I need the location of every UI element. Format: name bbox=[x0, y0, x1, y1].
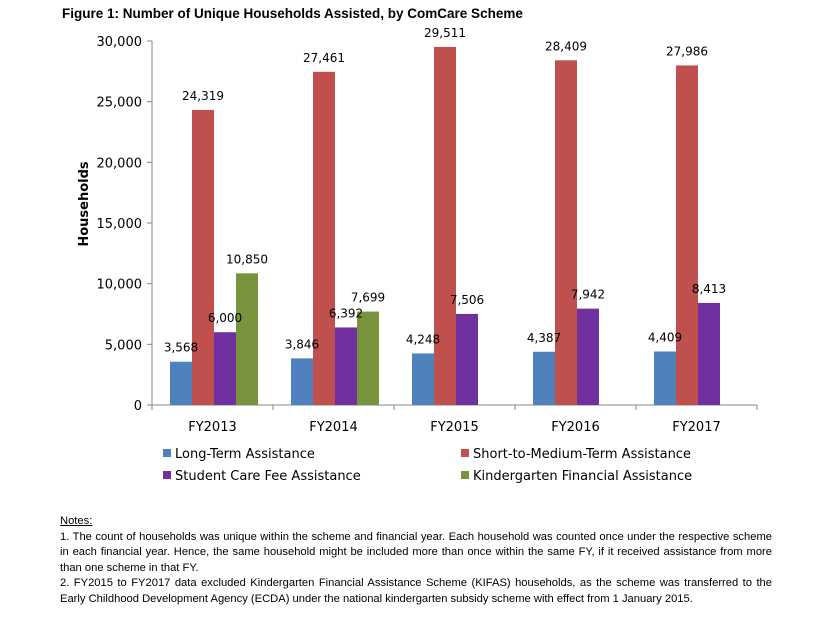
bar bbox=[357, 311, 379, 405]
bar bbox=[192, 109, 214, 405]
data-label: 3,846 bbox=[285, 337, 319, 351]
legend-swatch bbox=[163, 449, 171, 457]
legend-label: Kindergarten Financial Assistance bbox=[473, 469, 692, 484]
bar bbox=[577, 308, 599, 405]
bar bbox=[170, 361, 192, 405]
data-label: 28,409 bbox=[545, 39, 587, 53]
data-labels: 3,568 3,846 4,248 4,387 4,409 24,319 27,461 29,… bbox=[164, 26, 726, 355]
x-tick-label: FY2015 bbox=[430, 420, 479, 435]
data-label: 7,699 bbox=[351, 291, 385, 305]
legend-label: Short-to-Medium-Term Assistance bbox=[473, 447, 691, 462]
x-tick-label: FY2014 bbox=[309, 420, 358, 435]
x-tick-label: FY2017 bbox=[672, 420, 721, 435]
data-label: 4,248 bbox=[406, 332, 440, 346]
legend-swatch bbox=[461, 449, 469, 457]
bar bbox=[555, 60, 577, 405]
x-tick-label: FY2013 bbox=[188, 420, 237, 435]
bar bbox=[236, 273, 258, 405]
bar-chart: 0 5,000 10,000 15,000 20,000 25,000 30,000 FY2… bbox=[77, 26, 758, 484]
note-item-2: 2. FY2015 to FY2017 data excluded Kinder… bbox=[60, 577, 772, 605]
data-label: 27,986 bbox=[666, 44, 708, 58]
data-label: 6,392 bbox=[329, 306, 363, 320]
data-label: 8,413 bbox=[692, 282, 726, 296]
data-label: 4,387 bbox=[527, 331, 561, 345]
bar-series-group bbox=[170, 46, 720, 406]
notes-heading: Notes: bbox=[60, 515, 93, 527]
bar bbox=[698, 302, 720, 405]
y-tick-label: 20,000 bbox=[97, 156, 143, 171]
bar bbox=[291, 358, 313, 405]
data-label: 27,461 bbox=[303, 51, 345, 65]
data-label: 10,850 bbox=[226, 252, 268, 266]
bar bbox=[676, 65, 698, 406]
y-axis: 0 5,000 10,000 15,000 20,000 25,000 30,000 bbox=[97, 35, 153, 414]
y-tick-label: 25,000 bbox=[97, 96, 143, 111]
legend-label: Student Care Fee Assistance bbox=[175, 469, 361, 484]
y-tick-label: 0 bbox=[134, 399, 142, 414]
data-label: 6,000 bbox=[208, 311, 242, 325]
data-label: 7,942 bbox=[571, 288, 605, 302]
bar bbox=[654, 351, 676, 405]
y-axis-label: Households bbox=[77, 161, 92, 247]
data-label: 3,568 bbox=[164, 341, 198, 355]
figure-title: Figure 1: Number of Unique Households As… bbox=[62, 6, 523, 21]
legend-label: Long-Term Assistance bbox=[175, 447, 315, 462]
bar bbox=[456, 313, 478, 405]
y-tick-label: 5,000 bbox=[105, 338, 142, 353]
bar bbox=[313, 71, 335, 406]
bar bbox=[434, 46, 456, 406]
data-label: 4,409 bbox=[648, 331, 682, 345]
legend: Long-Term Assistance Short-to-Medium-Term… bbox=[163, 447, 692, 484]
data-label: 7,506 bbox=[450, 293, 484, 307]
data-label: 29,511 bbox=[424, 26, 466, 40]
legend-swatch bbox=[461, 471, 469, 479]
y-tick-label: 30,000 bbox=[97, 35, 143, 50]
legend-swatch bbox=[163, 471, 171, 479]
bar bbox=[335, 327, 357, 405]
data-label: 24,319 bbox=[182, 89, 224, 103]
notes: Notes: 1. The count of households was un… bbox=[60, 514, 772, 608]
bar bbox=[533, 351, 555, 405]
note-item-1: 1. The count of households was unique wi… bbox=[60, 530, 772, 574]
y-tick-label: 10,000 bbox=[97, 278, 143, 293]
y-tick-label: 15,000 bbox=[97, 217, 143, 232]
bar bbox=[214, 332, 236, 405]
x-tick-label: FY2016 bbox=[551, 420, 600, 435]
bar bbox=[412, 353, 434, 405]
x-axis: FY2013 FY2014 FY2015 FY2016 FY2017 bbox=[151, 404, 758, 435]
